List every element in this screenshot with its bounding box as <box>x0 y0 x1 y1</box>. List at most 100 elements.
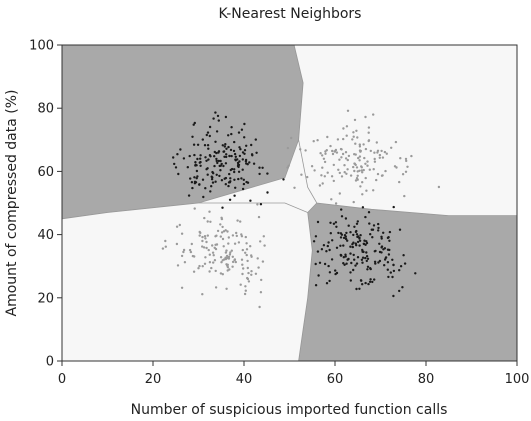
point-light-cluster-4 <box>373 160 377 163</box>
point-light-cluster-4 <box>342 137 345 141</box>
point-light-cluster-3 <box>229 251 232 254</box>
point-light-cluster-3 <box>192 270 196 273</box>
point-dark-cluster-2 <box>377 261 380 264</box>
point-light-cluster-4 <box>321 182 324 185</box>
point-light-cluster-4 <box>333 150 336 153</box>
point-light-cluster-3 <box>221 225 224 229</box>
point-light-cluster-4 <box>372 168 375 171</box>
point-dark-cluster-2 <box>347 224 350 227</box>
point-dark-cluster-1 <box>220 179 224 182</box>
point-dark-cluster-2 <box>387 275 390 279</box>
point-dark-cluster-2 <box>335 271 339 275</box>
point-light-cluster-3 <box>246 266 249 270</box>
point-dark-cluster-2 <box>328 271 332 274</box>
point-dark-cluster-2 <box>314 262 317 266</box>
point-light-cluster-3 <box>203 262 207 265</box>
point-light-cluster-3 <box>180 286 184 289</box>
point-dark-cluster-1 <box>174 166 178 169</box>
x-axis-label: Number of suspicious imported function c… <box>131 402 448 418</box>
point-dark-cluster-2 <box>316 220 320 224</box>
point-light-cluster-3 <box>241 263 244 266</box>
point-dark-cluster-2 <box>373 278 376 281</box>
point-dark-cluster-2 <box>323 262 327 266</box>
point-light-cluster-4 <box>383 150 387 154</box>
point-dark-cluster-2 <box>352 233 355 237</box>
point-dark-cluster-2 <box>361 283 364 286</box>
point-dark-cluster-1 <box>237 131 241 134</box>
point-dark-cluster-1 <box>217 159 220 163</box>
point-dark-cluster-1 <box>204 156 207 159</box>
point-dark-cluster-2 <box>359 234 362 237</box>
point-dark-cluster-1 <box>233 170 236 174</box>
point-dark-cluster-1 <box>198 161 201 164</box>
point-light-cluster-3 <box>224 229 227 232</box>
point-dark-cluster-1 <box>199 157 202 160</box>
point-dark-cluster-2 <box>399 265 403 268</box>
point-light-cluster-3 <box>219 223 222 226</box>
point-dark-cluster-2 <box>361 206 365 209</box>
point-light-cluster-3 <box>164 239 167 243</box>
point-dark-cluster-2 <box>384 256 388 259</box>
point-light-cluster-3 <box>203 235 207 238</box>
point-light-cluster-4 <box>361 171 364 174</box>
point-light-cluster-3 <box>233 258 237 261</box>
point-dark-cluster-1 <box>220 162 223 166</box>
point-light-cluster-4 <box>358 169 361 172</box>
point-dark-cluster-1 <box>215 157 218 161</box>
point-dark-cluster-2 <box>330 258 334 261</box>
point-dark-cluster-2 <box>361 256 365 259</box>
point-light-cluster-3 <box>201 293 204 296</box>
point-dark-cluster-1 <box>186 166 189 169</box>
point-dark-cluster-1 <box>195 177 198 180</box>
point-dark-cluster-1 <box>196 143 200 146</box>
point-dark-cluster-2 <box>402 254 405 257</box>
point-dark-cluster-1 <box>201 138 204 141</box>
point-light-cluster-3 <box>246 259 249 263</box>
point-light-cluster-4 <box>338 171 341 175</box>
point-dark-cluster-2 <box>352 253 355 257</box>
point-light-cluster-4 <box>367 126 371 129</box>
point-dark-cluster-2 <box>361 261 364 264</box>
point-dark-cluster-1 <box>224 183 227 186</box>
point-light-cluster-4 <box>344 151 348 154</box>
point-dark-cluster-1 <box>210 185 213 188</box>
point-light-cluster-4 <box>406 165 409 168</box>
point-dark-cluster-1 <box>243 136 246 139</box>
point-light-cluster-4 <box>353 153 356 156</box>
point-light-cluster-3 <box>227 242 230 245</box>
point-light-cluster-4 <box>364 162 367 165</box>
point-dark-cluster-1 <box>221 144 224 147</box>
point-light-cluster-4 <box>361 181 364 184</box>
point-light-cluster-3 <box>175 225 179 228</box>
point-dark-cluster-1 <box>189 177 192 180</box>
point-dark-cluster-1 <box>182 157 186 160</box>
point-light-cluster-3 <box>231 260 235 264</box>
point-dark-cluster-1 <box>228 154 231 158</box>
point-light-cluster-3 <box>204 237 207 240</box>
point-light-cluster-4 <box>346 168 349 171</box>
point-dark-cluster-1 <box>195 169 199 173</box>
point-dark-cluster-2 <box>355 262 359 265</box>
point-dark-cluster-1 <box>219 159 222 163</box>
point-light-cluster-4 <box>363 156 366 160</box>
point-dark-cluster-2 <box>380 246 383 249</box>
point-light-cluster-3 <box>259 240 262 243</box>
plot-area <box>61 44 518 362</box>
point-dark-cluster-1 <box>241 168 244 171</box>
point-light-cluster-3 <box>241 272 244 276</box>
point-light-cluster-4 <box>321 154 324 157</box>
point-light-cluster-3 <box>257 266 260 269</box>
point-dark-cluster-2 <box>358 244 361 247</box>
point-light-cluster-3 <box>225 254 229 258</box>
point-light-cluster-4 <box>345 125 349 128</box>
point-dark-cluster-2 <box>355 222 359 225</box>
point-light-cluster-4 <box>346 109 350 113</box>
point-light-cluster-4 <box>313 169 316 172</box>
point-light-cluster-3 <box>161 247 165 250</box>
point-light-cluster-3 <box>212 254 215 257</box>
point-light-cluster-4 <box>358 143 361 146</box>
point-light-cluster-3 <box>220 216 223 219</box>
point-light-cluster-4 <box>286 146 290 150</box>
point-dark-cluster-1 <box>234 155 237 158</box>
y-tick-label: 0 <box>46 355 54 370</box>
